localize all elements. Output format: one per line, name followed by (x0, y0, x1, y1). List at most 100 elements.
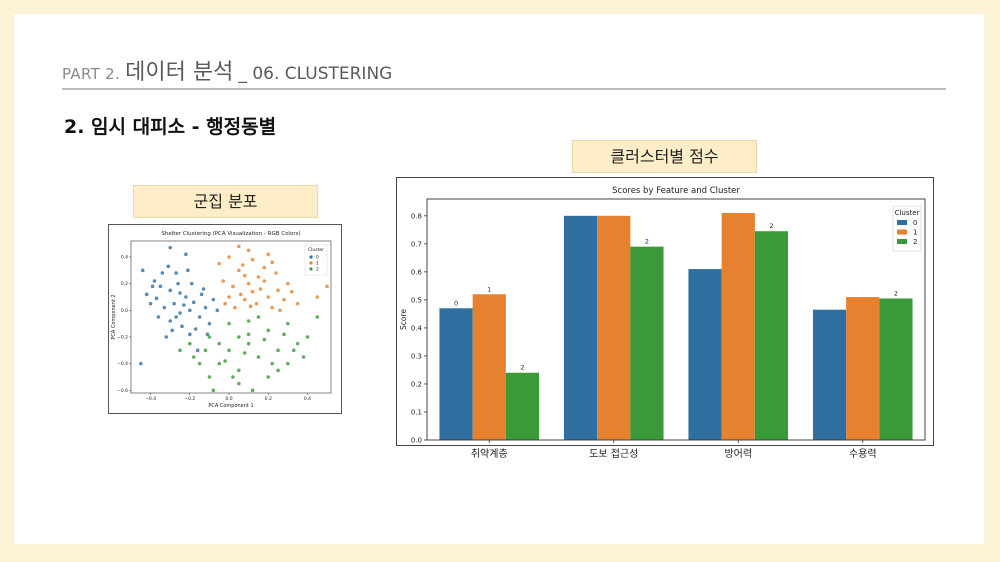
scatter-point-cluster-1 (246, 281, 251, 286)
scatter-point-cluster-0 (166, 264, 171, 269)
bar-axes-frame (426, 198, 926, 441)
scatter-point-cluster-0 (160, 271, 165, 275)
scatter-point-cluster-2 (227, 348, 231, 353)
scatter-point-cluster-2 (246, 319, 251, 323)
scatter-point-cluster-2 (178, 348, 182, 353)
scatter-point-cluster-2 (315, 315, 320, 319)
bar-annotation: 2 (520, 364, 524, 372)
bar-1-series-2 (630, 246, 664, 440)
bar-annotation: 2 (645, 238, 649, 246)
scatter-point-cluster-2 (305, 335, 310, 339)
scatter-point-cluster-1 (276, 288, 280, 293)
scatter-point-cluster-0 (168, 288, 173, 293)
scatter-xtick-label: 0.4 (304, 396, 311, 402)
scatter-legend-marker-1 (309, 261, 313, 265)
scatter-xtick-label: 0.2 (265, 396, 272, 402)
scatter-point-cluster-1 (250, 257, 255, 262)
scatter-point-cluster-0 (162, 305, 167, 310)
bar-3-series-0 (812, 309, 847, 440)
scatter-point-cluster-1 (231, 284, 235, 289)
scatter-point-cluster-2 (237, 368, 241, 373)
scatter-point-cluster-2 (256, 355, 261, 359)
scatter-point-cluster-2 (301, 355, 306, 359)
scatter-point-cluster-0 (154, 296, 159, 301)
scatter-point-cluster-0 (201, 287, 206, 291)
scatter-point-cluster-0 (144, 292, 149, 297)
scatter-point-cluster-2 (246, 341, 251, 346)
scatter-point-cluster-2 (227, 321, 231, 326)
scatter-point-cluster-1 (270, 260, 274, 265)
bar-3-series-1 (846, 297, 880, 440)
scatter-point-cluster-2 (242, 351, 247, 355)
scatter-point-cluster-0 (193, 327, 198, 331)
scatter-point-cluster-0 (172, 301, 176, 306)
scatter-point-cluster-1 (246, 248, 251, 253)
cluster-score-label: 클러스터별 점수 (572, 140, 757, 173)
scatter-point-cluster-2 (295, 341, 300, 346)
scatter-xtick-label: −0.2 (184, 396, 195, 402)
scatter-point-cluster-2 (291, 348, 296, 353)
scatter-point-cluster-2 (231, 375, 235, 379)
scatter-point-cluster-1 (237, 244, 241, 249)
scatter-point-cluster-2 (237, 381, 241, 386)
scatter-point-cluster-0 (197, 315, 202, 319)
scatter-point-cluster-0 (174, 315, 178, 319)
bar-legend-swatch-2 (897, 239, 907, 244)
scatter-point-cluster-1 (266, 295, 271, 299)
scatter-ytick-label: 0.0 (121, 308, 128, 314)
header-title-en: _ 06. CLUSTERING (238, 64, 393, 84)
scatter-point-cluster-0 (180, 324, 184, 329)
scatter-legend-marker-0 (309, 255, 313, 259)
scatter-point-cluster-1 (270, 305, 274, 310)
scatter-point-cluster-0 (186, 268, 190, 273)
scatter-point-cluster-1 (217, 261, 222, 266)
scatter-ytick-label: −0.4 (117, 361, 128, 367)
scatter-axes-frame (130, 240, 332, 394)
bar-ylabel: Score (399, 309, 408, 330)
scatter-point-cluster-0 (170, 328, 174, 333)
scatter-point-cluster-1 (227, 255, 231, 259)
scatter-point-cluster-2 (207, 375, 212, 379)
scatter-point-cluster-2 (203, 348, 208, 353)
scatter-point-cluster-1 (295, 301, 300, 306)
section-title: 2. 임시 대피소 - 행정동별 (64, 116, 277, 138)
scatter-point-cluster-2 (207, 335, 212, 339)
scatter-xlabel: PCA Component 1 (208, 403, 253, 409)
bar-chart-title: Scores by Feature and Cluster (612, 186, 740, 196)
scatter-legend-label-1: 1 (316, 261, 319, 267)
scatter-point-cluster-1 (233, 305, 237, 310)
bar-0-series-2 (505, 372, 540, 440)
bar-category-label: 방어력 (724, 448, 752, 460)
scatter-chart: Shelter Clustering (PCA Visualization - … (111, 231, 332, 409)
bar-1-series-1 (597, 215, 631, 440)
scatter-point-cluster-1 (242, 297, 247, 302)
header-divider (62, 88, 946, 90)
scatter-point-cluster-2 (188, 341, 192, 346)
scatter-ytick-label: 0.4 (121, 255, 128, 261)
scatter-point-cluster-0 (168, 319, 173, 323)
scatter-point-cluster-0 (207, 321, 212, 326)
bar-annotation: 0 (454, 299, 458, 307)
bar-legend-label-2: 2 (913, 238, 917, 246)
scatter-ytick-label: 0.2 (121, 281, 128, 287)
scatter-point-cluster-1 (240, 263, 245, 267)
scatter-xtick-label: −0.4 (145, 396, 156, 402)
scatter-point-cluster-1 (315, 295, 320, 299)
scatter-point-cluster-1 (250, 289, 255, 294)
scatter-point-cluster-0 (139, 361, 143, 366)
scatter-point-cluster-0 (176, 281, 180, 286)
scatter-point-cluster-1 (278, 308, 282, 313)
scatter-point-cluster-2 (223, 359, 227, 363)
bar-legend-title: Cluster (895, 209, 920, 217)
bar-ytick-label: 0.1 (411, 408, 422, 416)
bar-category-label: 도보 접근성 (589, 448, 638, 460)
scatter-point-cluster-1 (262, 265, 267, 270)
scatter-point-cluster-1 (227, 295, 231, 299)
scatter-point-cluster-2 (246, 332, 251, 337)
bar-ytick-label: 0.4 (411, 324, 423, 332)
scatter-point-cluster-2 (197, 361, 202, 366)
scatter-point-cluster-1 (325, 284, 329, 289)
bar-ytick-label: 0.5 (411, 296, 422, 304)
scatter-point-cluster-2 (276, 368, 280, 373)
bar-ytick-label: 0.8 (411, 212, 422, 220)
